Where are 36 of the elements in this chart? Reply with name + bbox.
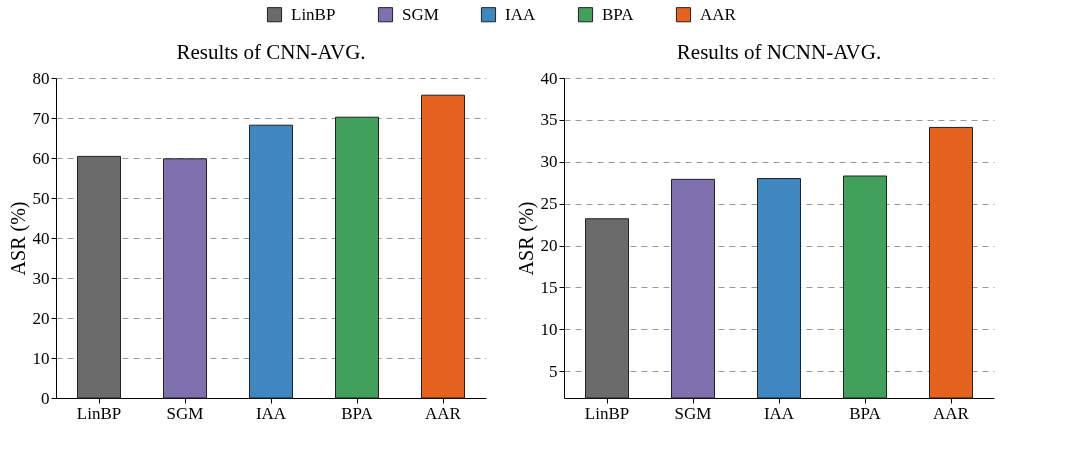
y-tick-label: 35 bbox=[540, 110, 558, 130]
x-tick-label: LinBP bbox=[76, 403, 122, 423]
y-tick-label: 20 bbox=[32, 308, 50, 328]
x-tick-label: BPA bbox=[341, 403, 374, 423]
y-tick-label: 0 bbox=[41, 388, 50, 408]
y-tick-label: 20 bbox=[540, 236, 558, 256]
y-tick-label: 15 bbox=[540, 277, 558, 297]
legend-label: AAR bbox=[700, 4, 737, 24]
y-tick-label: 30 bbox=[540, 152, 558, 172]
legend-label: BPA bbox=[602, 4, 635, 24]
chart-title: Results of CNN-AVG. bbox=[176, 40, 366, 64]
x-tick-label: BPA bbox=[849, 403, 882, 423]
x-tick-label: IAA bbox=[255, 403, 287, 423]
legend-label: IAA bbox=[505, 4, 536, 24]
y-tick-label: 70 bbox=[32, 108, 50, 128]
y-tick-label: 5 bbox=[549, 361, 558, 381]
y-axis-title: ASR (%) bbox=[514, 201, 538, 276]
x-tick-label: SGM bbox=[166, 403, 204, 423]
x-tick-label: SGM bbox=[674, 403, 712, 423]
legend-label: LinBP bbox=[291, 4, 336, 24]
y-tick-label: 60 bbox=[32, 148, 50, 168]
y-tick-label: 40 bbox=[540, 68, 558, 88]
y-tick-label: 50 bbox=[32, 188, 50, 208]
y-tick-label: 10 bbox=[540, 319, 558, 339]
y-tick-label: 80 bbox=[32, 68, 50, 88]
y-tick-label: 30 bbox=[32, 268, 50, 288]
y-tick-label: 25 bbox=[540, 194, 558, 214]
y-tick-label: 10 bbox=[32, 348, 50, 368]
x-tick-label: IAA bbox=[763, 403, 795, 423]
y-axis-title: ASR (%) bbox=[6, 201, 30, 276]
legend-label: SGM bbox=[402, 4, 439, 24]
x-tick-label: AAR bbox=[425, 403, 462, 423]
y-tick-label: 40 bbox=[32, 228, 50, 248]
x-tick-label: AAR bbox=[933, 403, 970, 423]
x-tick-label: LinBP bbox=[584, 403, 630, 423]
chart-title: Results of NCNN-AVG. bbox=[676, 40, 882, 64]
